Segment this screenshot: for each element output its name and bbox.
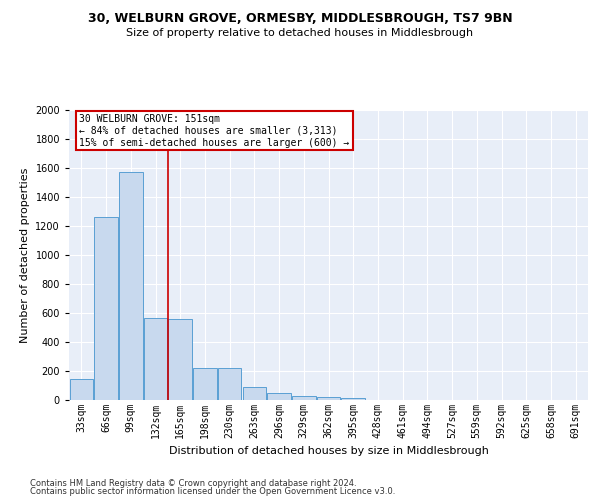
Bar xyxy=(94,216,118,400)
Bar xyxy=(144,318,167,400)
Bar xyxy=(218,368,241,400)
Bar xyxy=(70,380,93,400)
Bar xyxy=(193,368,217,400)
Bar xyxy=(317,397,340,400)
Text: Contains HM Land Registry data © Crown copyright and database right 2024.: Contains HM Land Registry data © Crown c… xyxy=(30,478,356,488)
Bar xyxy=(119,172,143,400)
Bar xyxy=(169,319,192,400)
Bar xyxy=(341,398,365,400)
Bar xyxy=(268,393,291,400)
Text: Size of property relative to detached houses in Middlesbrough: Size of property relative to detached ho… xyxy=(127,28,473,38)
Y-axis label: Number of detached properties: Number of detached properties xyxy=(20,168,30,342)
X-axis label: Distribution of detached houses by size in Middlesbrough: Distribution of detached houses by size … xyxy=(169,446,488,456)
Text: 30, WELBURN GROVE, ORMESBY, MIDDLESBROUGH, TS7 9BN: 30, WELBURN GROVE, ORMESBY, MIDDLESBROUG… xyxy=(88,12,512,26)
Bar xyxy=(242,387,266,400)
Text: Contains public sector information licensed under the Open Government Licence v3: Contains public sector information licen… xyxy=(30,487,395,496)
Bar xyxy=(292,396,316,400)
Text: 30 WELBURN GROVE: 151sqm
← 84% of detached houses are smaller (3,313)
15% of sem: 30 WELBURN GROVE: 151sqm ← 84% of detach… xyxy=(79,114,350,148)
